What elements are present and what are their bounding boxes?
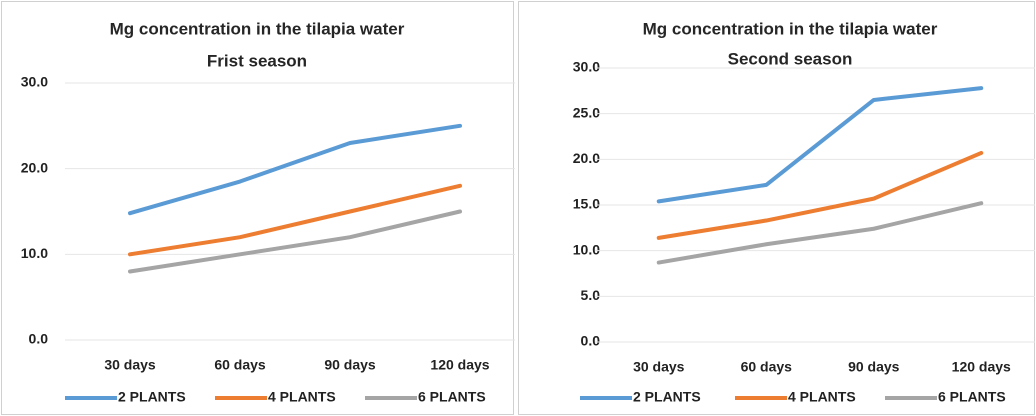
series-line [128, 123, 462, 216]
y-tick-label: 25.0 [573, 104, 600, 120]
x-tick-label: 90 days [324, 357, 376, 373]
x-tick-label: 60 days [741, 359, 793, 375]
legend-label: 4 PLANTS [268, 389, 336, 405]
y-tick-label: 0.0 [581, 333, 601, 349]
y-tick-label: 15.0 [573, 196, 600, 212]
panel [518, 1, 1035, 415]
y-tick-label: 10.0 [21, 245, 48, 261]
legend-label: 2 PLANTS [118, 389, 186, 405]
x-tick-label: 120 days [952, 359, 1011, 375]
x-tick-label: 30 days [633, 359, 685, 375]
x-tick-label: 120 days [430, 357, 489, 373]
series-line [656, 86, 984, 204]
x-tick-label: 30 days [104, 357, 156, 373]
chart-subtitle: Second season [728, 49, 853, 68]
chart-title: Mg concentration in the tilapia water [110, 19, 405, 38]
legend-label: 6 PLANTS [418, 389, 486, 405]
y-tick-label: 5.0 [581, 287, 601, 303]
y-tick-label: 0.0 [29, 331, 49, 347]
series-line [656, 150, 984, 240]
x-tick-label: 60 days [214, 357, 266, 373]
legend-label: 6 PLANTS [938, 389, 1006, 405]
legend-label: 2 PLANTS [633, 389, 701, 405]
chart-title: Mg concentration in the tilapia water [643, 19, 938, 38]
y-tick-label: 30.0 [573, 59, 600, 75]
legend-label: 4 PLANTS [788, 389, 856, 405]
series-line [128, 209, 462, 274]
y-tick-label: 30.0 [21, 74, 48, 90]
y-tick-label: 20.0 [21, 159, 48, 175]
series-line [656, 201, 984, 265]
x-tick-label: 90 days [848, 359, 900, 375]
y-tick-label: 20.0 [573, 150, 600, 166]
chart-subtitle: Frist season [207, 51, 307, 70]
y-tick-label: 10.0 [573, 241, 600, 257]
series-line [128, 183, 462, 257]
panel [1, 1, 514, 415]
